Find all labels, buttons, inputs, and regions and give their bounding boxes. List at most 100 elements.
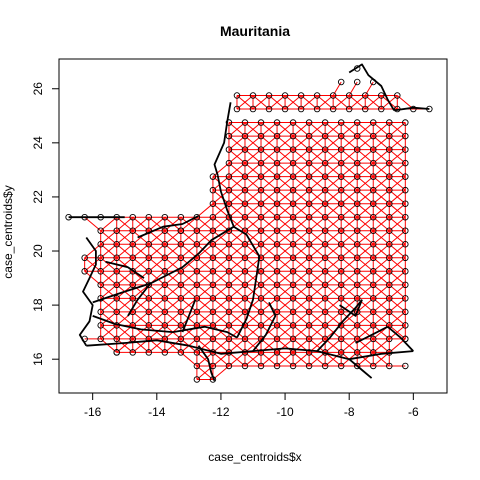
- data-point: [386, 362, 393, 370]
- data-point: [257, 186, 265, 194]
- data-point: [225, 159, 233, 167]
- data-point: [249, 92, 257, 99]
- grid-edge: [116, 270, 134, 286]
- y-axis-label: case_centroids$y: [1, 185, 15, 278]
- grid-edge: [212, 297, 230, 313]
- grid-edge: [308, 352, 326, 367]
- grid-edge: [276, 149, 294, 164]
- grid-edge: [308, 311, 326, 326]
- data-point: [97, 241, 104, 248]
- data-point: [305, 213, 313, 221]
- data-point: [225, 322, 233, 329]
- grid-edge: [388, 284, 406, 299]
- data-point: [97, 281, 104, 289]
- data-point: [273, 308, 281, 316]
- data-point: [113, 254, 120, 262]
- grid-edge: [252, 95, 270, 110]
- data-point: [337, 78, 345, 86]
- grid-edge: [324, 311, 342, 326]
- data-point: [273, 349, 281, 356]
- grid-edge: [372, 270, 390, 286]
- data-point: [145, 213, 153, 221]
- data-point: [353, 119, 361, 126]
- data-point: [209, 227, 217, 234]
- data-point: [233, 105, 241, 113]
- data-point: [265, 105, 273, 113]
- data-point: [241, 254, 249, 262]
- grid-edge: [276, 325, 294, 340]
- data-point: [369, 322, 377, 329]
- data-point: [289, 308, 297, 316]
- grid-edge: [340, 122, 358, 137]
- data-point: [129, 268, 137, 275]
- grid-edge: [196, 243, 214, 259]
- data-point: [394, 105, 401, 113]
- grid-edge: [276, 216, 294, 232]
- data-point: [353, 78, 361, 86]
- data-point: [97, 308, 104, 316]
- grid-edge: [356, 149, 374, 164]
- data-point: [321, 268, 329, 275]
- grid-edge: [148, 257, 166, 272]
- grid-edge: [244, 162, 262, 178]
- grid-edge: [308, 162, 326, 178]
- grid-edge: [292, 257, 310, 272]
- grid-edge: [228, 297, 246, 313]
- data-point: [161, 349, 169, 356]
- grid-edge: [388, 257, 406, 272]
- grid-edge: [116, 230, 134, 245]
- data-point: [81, 268, 88, 275]
- data-point: [209, 295, 217, 302]
- data-point: [273, 268, 281, 275]
- grid-edge: [260, 216, 278, 232]
- grid-edge: [180, 311, 198, 326]
- data-point: [209, 200, 217, 207]
- data-point: [129, 335, 137, 343]
- data-point: [345, 92, 353, 99]
- grid-edge: [308, 189, 326, 205]
- grid-edge: [356, 176, 374, 191]
- grid-edge: [292, 270, 310, 286]
- data-point: [337, 295, 345, 302]
- data-point: [225, 200, 233, 207]
- grid-edge: [340, 270, 358, 286]
- data-point: [113, 308, 120, 316]
- grid-edge: [84, 216, 102, 232]
- data-point: [369, 254, 377, 262]
- data-point: [177, 254, 185, 262]
- x-tick-label: -6: [408, 405, 419, 419]
- data-point: [241, 200, 249, 207]
- road-line: [233, 225, 261, 339]
- grid-edge: [196, 216, 214, 232]
- grid-edge: [292, 284, 310, 299]
- grid-edge: [244, 135, 262, 150]
- data-point: [305, 254, 313, 262]
- grid-edge: [148, 243, 166, 259]
- road-line: [137, 215, 199, 239]
- data-point: [369, 159, 377, 167]
- data-point: [337, 119, 345, 126]
- grid-edge: [340, 230, 358, 245]
- data-point: [273, 200, 281, 207]
- grid-edge: [132, 257, 150, 272]
- grid-edge: [340, 325, 358, 340]
- data-point: [402, 119, 409, 126]
- data-point: [305, 159, 313, 167]
- grid-edge: [228, 149, 246, 164]
- data-point: [337, 281, 345, 289]
- data-point: [161, 308, 169, 316]
- grid-edge: [244, 352, 262, 367]
- grid-edge: [372, 230, 390, 245]
- grid-edge: [268, 95, 286, 110]
- data-point: [273, 119, 281, 126]
- grid-edge: [260, 243, 278, 259]
- grid-edge: [196, 203, 214, 218]
- data-point: [161, 335, 169, 343]
- data-point: [209, 322, 217, 329]
- grid-edge: [308, 243, 326, 259]
- data-point: [241, 227, 249, 234]
- grid-edge: [276, 270, 294, 286]
- grid-edge: [276, 297, 294, 313]
- grid-edge: [132, 270, 150, 286]
- grid-edge: [244, 297, 262, 313]
